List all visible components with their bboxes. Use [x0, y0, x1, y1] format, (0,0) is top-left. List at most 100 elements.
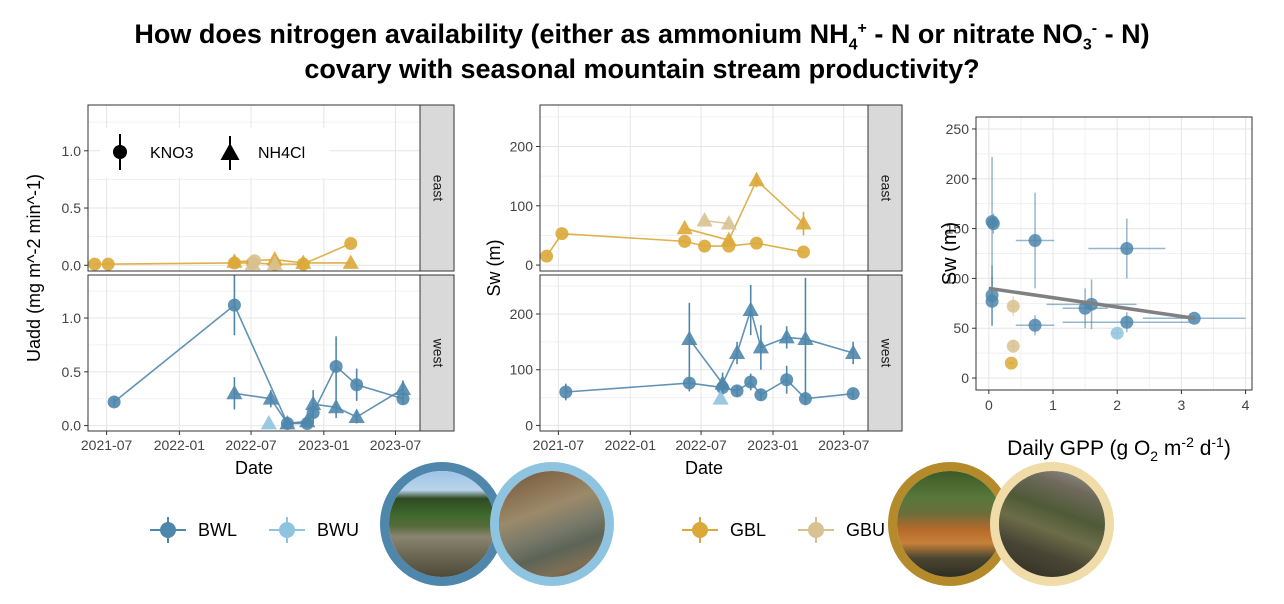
data-point-bwl	[329, 359, 343, 373]
y-axis-title: Sw (m)	[484, 240, 504, 297]
data-point-bwl	[1120, 242, 1134, 256]
y-axis-title: Uadd (mg m^-2 min^-1)	[24, 174, 44, 362]
data-point-gbu	[1006, 299, 1020, 313]
y-axis-title: Sw (m)	[939, 222, 961, 285]
legend-gbl-marker	[682, 517, 718, 543]
photo-bwl-image	[389, 471, 495, 577]
data-point-bwl	[681, 330, 698, 346]
chart-title-line2: covary with seasonal mountain stream pro…	[304, 54, 980, 84]
photo-bwu	[490, 462, 614, 586]
legend-gbu-label: GBU	[846, 519, 886, 540]
photo-gbu-image	[999, 471, 1105, 577]
facet-strip-label-east: east	[430, 175, 446, 202]
x-tick-label: 2023-01	[298, 437, 350, 453]
facet-strip	[419, 104, 455, 272]
data-point-bwl	[752, 338, 769, 354]
y-tick-label: 100	[510, 362, 534, 378]
data-point-bwl	[394, 380, 412, 395]
y-tick-label: 100	[946, 270, 970, 286]
x-tick-label: 0	[985, 397, 993, 413]
x-axis-title: Daily GPP (g O2 m-2 d-1)	[1007, 434, 1231, 464]
data-point-bwl	[754, 388, 768, 402]
data-point-bwl	[262, 390, 279, 405]
panel-background	[88, 275, 420, 431]
panel-background	[540, 275, 868, 431]
figure-panels: 0.0 0.5 1.0 east 0.0 0.5 1.0 west 2021-07 2022-01…	[24, 104, 1253, 478]
data-point-gbl	[748, 171, 765, 187]
data-point-bwl	[1028, 318, 1042, 332]
legend-item-bwl: BWL	[148, 515, 237, 545]
legend-bwl-label: BWL	[198, 519, 238, 540]
facet-strip	[419, 274, 455, 432]
photo-gbu	[990, 462, 1114, 586]
data-point-bwu	[1110, 326, 1124, 340]
data-point-bwl	[350, 378, 364, 392]
facet-strip-label-west: west	[878, 338, 894, 368]
data-point-gbl	[344, 237, 358, 251]
data-point-bwl	[682, 376, 696, 390]
y-tick-label: 0	[525, 257, 533, 273]
data-point-bwl	[1120, 315, 1134, 329]
data-point-gbl	[676, 219, 693, 235]
x-tick-label: 3	[1177, 397, 1185, 413]
data-point-bwl	[348, 408, 365, 423]
data-point-bwl	[714, 375, 731, 390]
photo-gbl	[888, 462, 1012, 586]
legend-bwu-label: BWU	[317, 519, 360, 540]
x-tick-label: 2	[1113, 397, 1121, 413]
data-point-gbu	[696, 212, 713, 227]
data-point-gbl	[295, 254, 312, 269]
data-point-gbl	[796, 245, 810, 259]
data-point-bwl	[226, 384, 243, 400]
data-point-bwl	[744, 375, 758, 389]
site-legend-west: BWL BWU	[148, 515, 389, 545]
data-point-gbu	[1006, 339, 1020, 353]
legend-gbl-label: GBL	[730, 519, 767, 540]
data-point-bwl	[985, 294, 999, 308]
data-point-gbl	[750, 236, 764, 250]
y-tick-label: 250	[946, 121, 970, 137]
data-point-bwl	[730, 384, 744, 398]
y-tick-label: 0	[525, 417, 533, 433]
chart-title-line1: How does nitrogen availability (either a…	[134, 19, 1150, 54]
legend-nh4cl-label: NH4Cl	[258, 145, 305, 162]
data-point-gbl	[88, 257, 102, 271]
legend-item-bwu: BWU	[267, 515, 359, 545]
data-point-bwl	[742, 301, 759, 317]
facet-strip-label-west: west	[430, 338, 446, 368]
data-point-bwl	[305, 395, 322, 411]
data-point-bwl	[227, 298, 241, 312]
y-tick-label: 100	[510, 198, 534, 214]
series-line-gbl	[684, 178, 805, 242]
data-point-gbl	[540, 249, 554, 263]
data-point-bwl	[107, 395, 121, 409]
legend-kno3-label: KNO3	[150, 145, 194, 162]
x-tick-label: 2023-07	[370, 437, 422, 453]
x-tick-label: 2022-07	[675, 437, 727, 453]
data-point-bwl	[299, 412, 316, 428]
data-point-gbl	[555, 227, 569, 241]
legend-gbu-marker	[798, 517, 835, 543]
y-tick-label: 200	[510, 306, 534, 322]
y-tick-label: 150	[946, 221, 970, 237]
data-point-gbl	[342, 254, 359, 269]
photo-bwu-image	[499, 471, 605, 577]
x-axis-title: Date	[235, 458, 273, 478]
data-point-bwl	[986, 217, 1000, 231]
data-point-bwl	[396, 392, 410, 406]
legend-item-gbu: GBU	[796, 515, 885, 545]
photo-gbl-image	[897, 471, 1003, 577]
x-tick-label: 2023-07	[818, 437, 870, 453]
data-point-gbu	[720, 215, 737, 230]
data-point-bwl	[845, 344, 862, 359]
data-point-gbl	[698, 239, 712, 253]
data-point-bwl	[846, 387, 860, 401]
y-tick-label: 0.5	[62, 364, 82, 380]
x-tick-label: 4	[1242, 397, 1250, 413]
legend-nh4cl-marker	[220, 143, 240, 160]
y-tick-label: 1.0	[62, 143, 82, 159]
data-point-gbu	[244, 255, 261, 271]
data-point-gbl	[720, 231, 737, 247]
y-tick-label: 0.0	[62, 257, 82, 273]
data-point-gbl	[1004, 356, 1018, 370]
